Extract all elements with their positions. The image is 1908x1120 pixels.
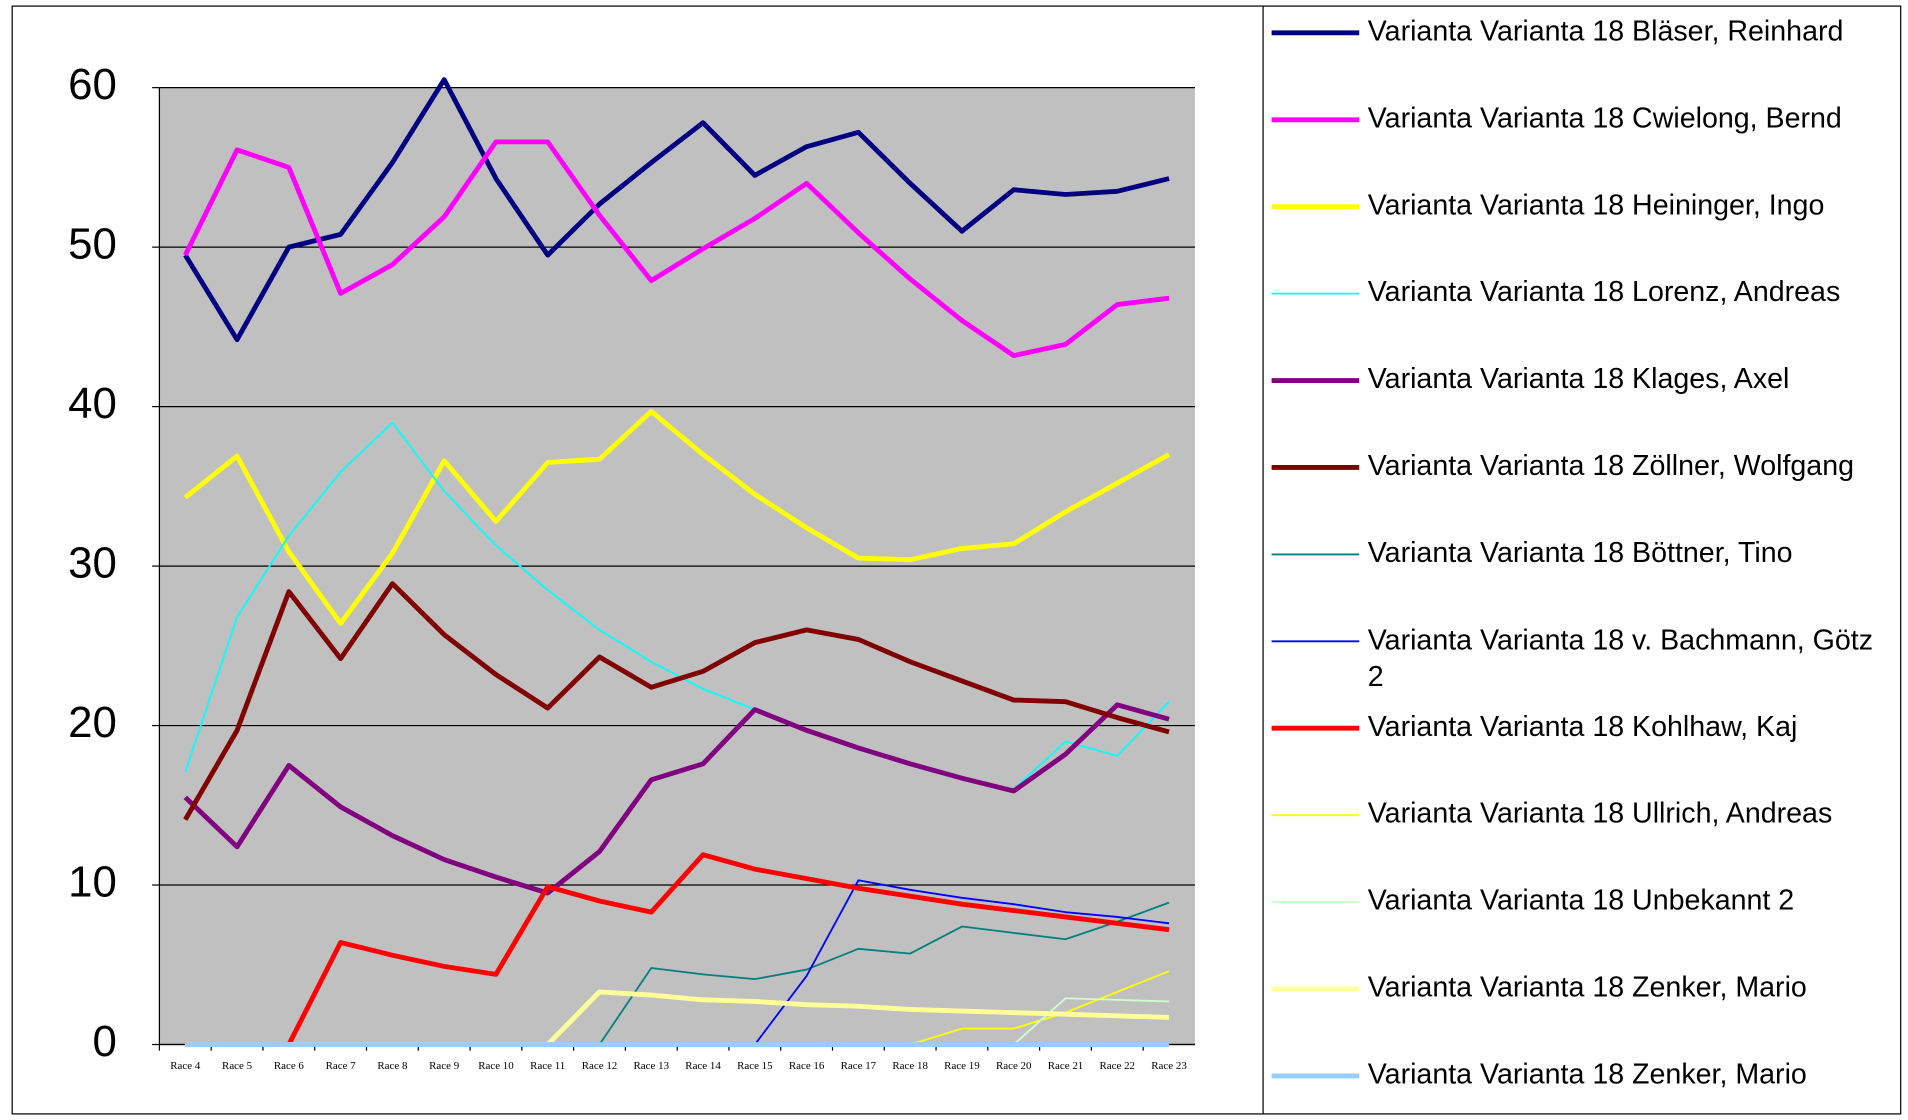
x-tick-label: Race 14 (685, 1060, 721, 1072)
legend-label: Varianta Varianta 18 Zöllner, Wolfgang (1368, 450, 1854, 482)
x-tick-label: Race 18 (892, 1060, 928, 1072)
x-tick-label: Race 4 (170, 1060, 201, 1072)
series-line (185, 852, 1170, 1047)
x-tick-label: Race 15 (737, 1060, 773, 1072)
y-tick-label: 50 (68, 220, 117, 269)
series-line (183, 77, 1170, 343)
x-tick-label: Race 5 (222, 1060, 253, 1072)
legend-label: Varianta Varianta 18 Ullrich, Andreas (1368, 798, 1833, 830)
series-line (183, 581, 1170, 821)
legend-label: Varianta Varianta 18 Kohlhaw, Kaj (1368, 711, 1798, 743)
x-tick-label: Race 22 (1100, 1060, 1136, 1072)
x-tick-label: Race 11 (530, 1060, 565, 1072)
legend-label: Varianta Varianta 18 Lorenz, Andreas (1368, 276, 1841, 308)
legend-label: Varianta Varianta 18 Zenker, Mario (1368, 1058, 1807, 1090)
x-tick-label: Race 20 (996, 1060, 1032, 1072)
legend-label: Varianta Varianta 18 Böttner, Tino (1368, 537, 1793, 569)
x-tick-label: Race 23 (1151, 1060, 1187, 1072)
legend-label: Varianta Varianta 18 Klages, Axel (1368, 363, 1790, 395)
y-tick-label: 20 (68, 698, 117, 747)
legend-label: Varianta Varianta 18 Unbekannt 2 (1368, 885, 1794, 917)
series-line (183, 139, 1170, 359)
legend-label: Varianta Varianta 18 v. Bachmann, Götz 2 (1368, 624, 1873, 693)
legend-label: Varianta Varianta 18 Heininger, Ingo (1368, 189, 1825, 221)
y-tick-label: 30 (68, 539, 117, 588)
x-tick-label: Race 13 (634, 1060, 670, 1072)
x-tick-label: Race 9 (429, 1060, 460, 1072)
x-tick-label: Race 17 (841, 1060, 877, 1072)
x-tick-label: Race 12 (582, 1060, 618, 1072)
y-tick-label: 40 (68, 379, 117, 428)
y-tick-label: 10 (68, 858, 117, 907)
series-line (183, 702, 1170, 896)
x-tick-label: Race 6 (274, 1060, 305, 1072)
x-tick-label: Race 10 (478, 1060, 514, 1072)
x-tick-label: Race 21 (1048, 1060, 1084, 1072)
y-tick-label: 60 (68, 60, 117, 109)
x-tick-label: Race 7 (326, 1060, 357, 1072)
legend-label: Varianta Varianta 18 Cwielong, Bernd (1368, 102, 1842, 134)
series-line (183, 408, 1171, 626)
x-tick-label: Race 8 (377, 1060, 408, 1072)
legend-label: Varianta Varianta 18 Bläser, Reinhard (1368, 15, 1844, 47)
y-tick-label: 0 (92, 1017, 116, 1066)
x-tick-label: Race 19 (944, 1060, 980, 1072)
legend-label: Varianta Varianta 18 Zenker, Mario (1368, 972, 1807, 1004)
x-tick-label: Race 16 (789, 1060, 825, 1072)
